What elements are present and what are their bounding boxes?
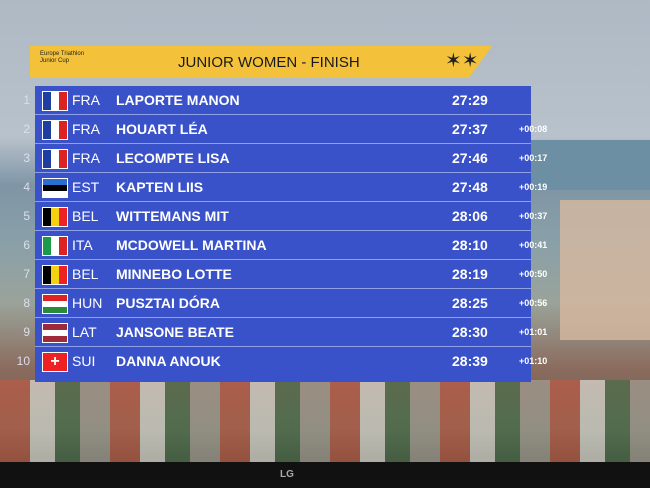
row: 9 LAT JANSONE BEATE 28:30 +01:01 <box>0 318 650 347</box>
rank: 3 <box>23 151 30 165</box>
gap: +00:17 <box>519 153 548 163</box>
time: 28:19 <box>452 266 488 282</box>
gap: +00:41 <box>519 240 548 250</box>
athlete: LECOMPTE LISA <box>116 150 230 166</box>
rank: 1 <box>23 93 30 107</box>
nation: LAT <box>72 324 97 340</box>
title: JUNIOR WOMEN - FINISH <box>178 54 360 71</box>
athlete: PUSZTAI DÓRA <box>116 295 220 311</box>
rank: 8 <box>23 296 30 310</box>
row: 6 ITA MCDOWELL MARTINA 28:10 +00:41 <box>0 231 650 260</box>
time: 27:48 <box>452 179 488 195</box>
gap: +00:56 <box>519 298 548 308</box>
flag <box>42 91 68 111</box>
beach <box>560 200 650 340</box>
row: 7 BEL MINNEBO LOTTE 28:19 +00:50 <box>0 260 650 289</box>
time: 28:06 <box>452 208 488 224</box>
time: 28:25 <box>452 295 488 311</box>
nation: EST <box>72 179 100 195</box>
time: 28:30 <box>452 324 488 340</box>
flag <box>42 149 68 169</box>
time: 28:10 <box>452 237 488 253</box>
gap: +00:08 <box>519 124 548 134</box>
rank: 5 <box>23 209 30 223</box>
nation: FRA <box>72 121 100 137</box>
nation: FRA <box>72 150 100 166</box>
gap: +01:01 <box>519 327 548 337</box>
row: 3 FRA LECOMPTE LISA 27:46 +00:17 <box>0 144 650 173</box>
rank: 2 <box>23 122 30 136</box>
flag <box>42 178 68 198</box>
row: 4 EST KAPTEN LIIS 27:48 +00:19 <box>0 173 650 202</box>
rank: 7 <box>23 267 30 281</box>
flag: + <box>42 352 68 372</box>
athlete: JANSONE BEATE <box>116 324 234 340</box>
tv-brand: LG <box>280 469 294 480</box>
sea <box>520 140 650 190</box>
nation: FRA <box>72 92 100 108</box>
time: 28:39 <box>452 353 488 369</box>
athlete: LAPORTE MANON <box>116 92 240 108</box>
gap: +01:10 <box>519 356 548 366</box>
nation: SUI <box>72 353 96 369</box>
row: 5 BEL WITTEMANS MIT 28:06 +00:37 <box>0 202 650 231</box>
nation: BEL <box>72 266 99 282</box>
rank: 10 <box>16 354 30 368</box>
time: 27:37 <box>452 121 488 137</box>
logo: Europe Triathlon Junior Cup <box>40 51 85 64</box>
athlete: DANNA ANOUK <box>116 353 221 369</box>
stars: ✶✶ <box>445 50 479 72</box>
city <box>0 380 650 462</box>
rank: 4 <box>23 180 30 194</box>
rank: 6 <box>23 238 30 252</box>
athlete: KAPTEN LIIS <box>116 179 204 195</box>
athlete: WITTEMANS MIT <box>116 208 229 224</box>
athlete: MCDOWELL MARTINA <box>116 237 267 253</box>
nation: ITA <box>72 237 93 253</box>
row: 2 FRA HOUART LÉA 27:37 +00:08 <box>0 115 650 144</box>
results-panel <box>35 86 531 382</box>
flag <box>42 294 68 314</box>
flag <box>42 265 68 285</box>
gap: +00:37 <box>519 211 548 221</box>
flag <box>42 323 68 343</box>
flag <box>42 207 68 227</box>
time: 27:46 <box>452 150 488 166</box>
nation: HUN <box>72 295 103 311</box>
header-bar: Europe Triathlon Junior Cup JUNIOR WOMEN… <box>30 46 492 78</box>
flag <box>42 236 68 256</box>
athlete: HOUART LÉA <box>116 121 208 137</box>
athlete: MINNEBO LOTTE <box>116 266 232 282</box>
tv-bezel <box>0 462 650 488</box>
flag <box>42 120 68 140</box>
time: 27:29 <box>452 92 488 108</box>
nation: BEL <box>72 208 99 224</box>
row: 8 HUN PUSZTAI DÓRA 28:25 +00:56 <box>0 289 650 318</box>
rank: 9 <box>23 325 30 339</box>
row: 1 FRA LAPORTE MANON 27:29 <box>0 86 650 115</box>
gap: +00:50 <box>519 269 548 279</box>
row: 10 + SUI DANNA ANOUK 28:39 +01:10 <box>0 347 650 376</box>
gap: +00:19 <box>519 182 548 192</box>
